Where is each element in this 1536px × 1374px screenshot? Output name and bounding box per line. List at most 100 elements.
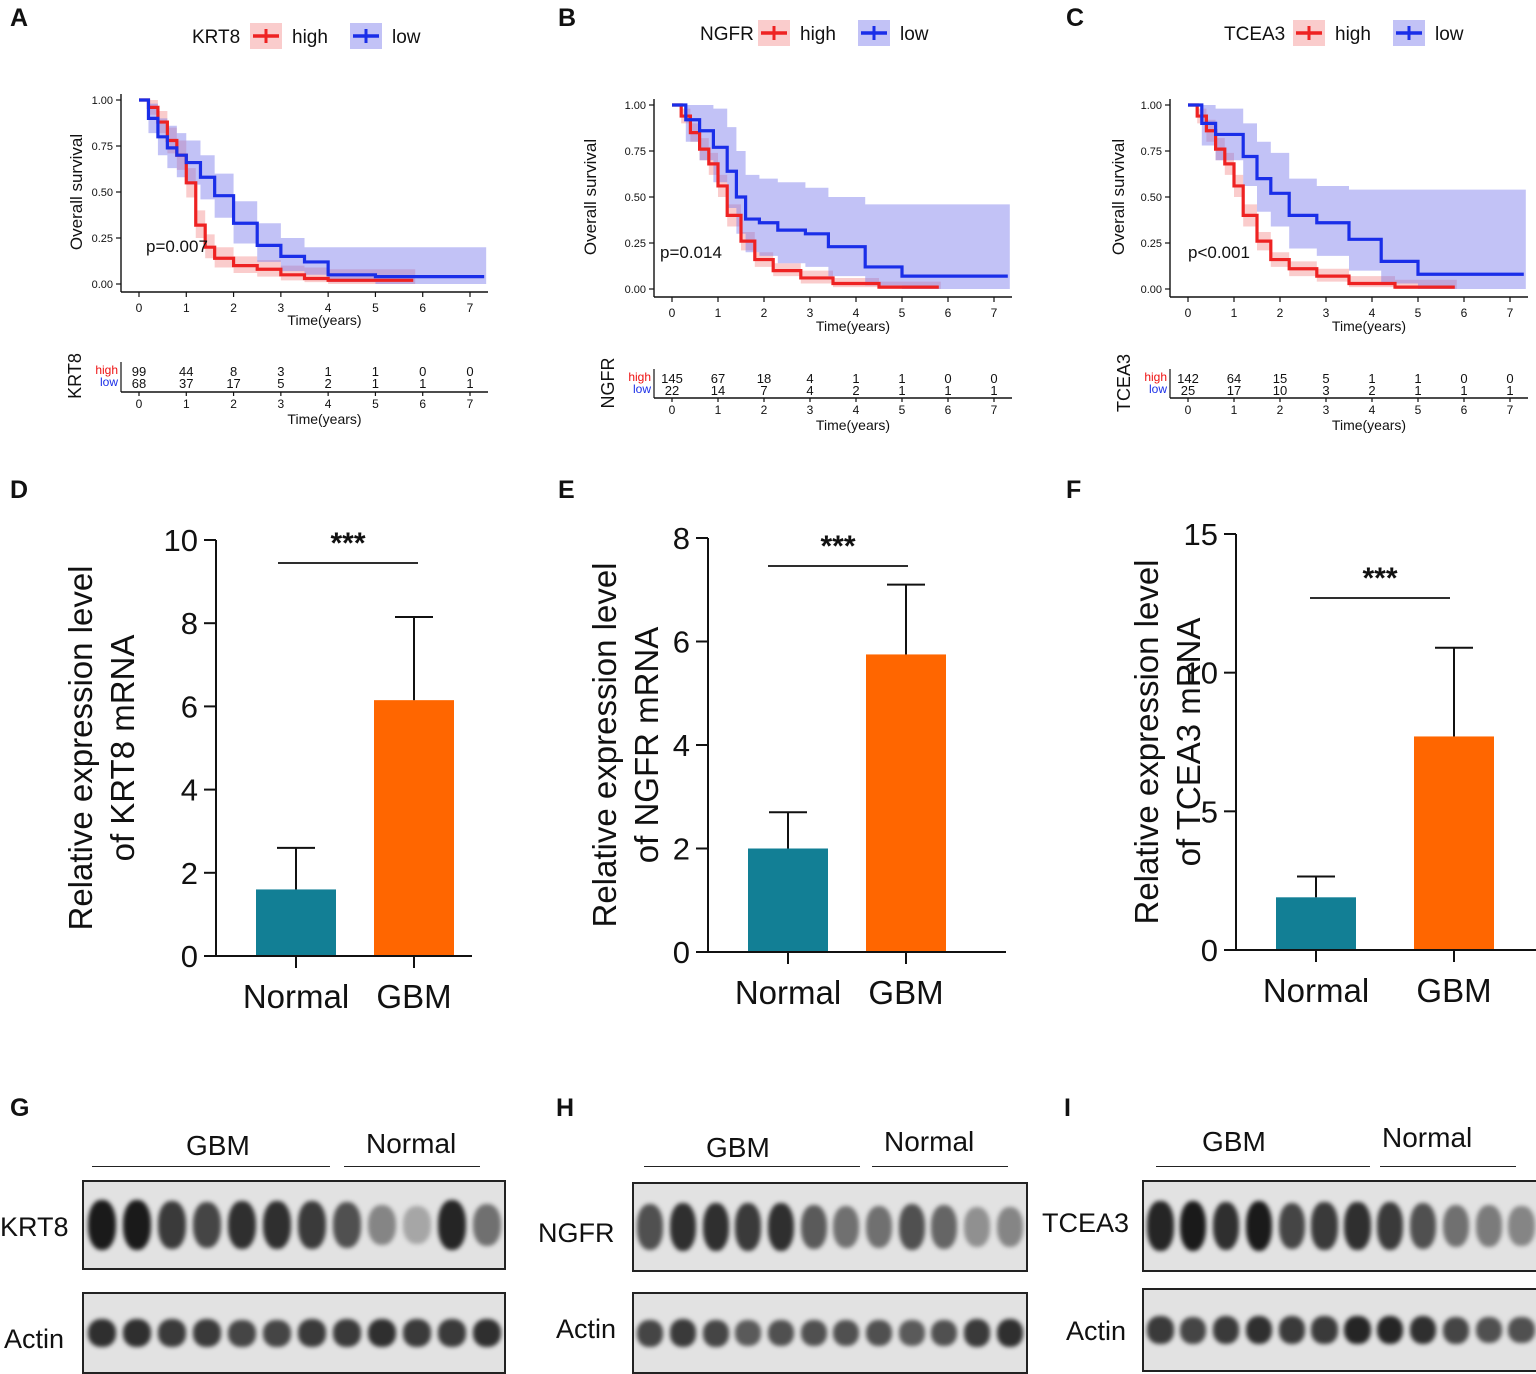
p-value-annotation: p=0.007 <box>146 237 208 256</box>
risk-table-gene-label: TCEA3 <box>1114 354 1134 412</box>
risk-x-tick-label: 4 <box>1369 403 1376 417</box>
y-axis-label-line1: Relative expression level <box>62 565 99 930</box>
blot-band <box>1147 1316 1174 1344</box>
x-tick-label: Normal <box>1263 972 1369 1009</box>
blot-band <box>865 1205 893 1249</box>
risk-count-low: 10 <box>1273 383 1287 398</box>
y-tick-label: 5 <box>1201 794 1218 829</box>
blot-band <box>157 1319 186 1347</box>
panel-letter: G <box>10 1094 30 1122</box>
risk-count-low: 1 <box>419 376 426 391</box>
legend-title: TCEA3 <box>1224 24 1285 45</box>
risk-x-tick-label: 7 <box>467 397 474 411</box>
risk-count-low: 1 <box>944 383 951 398</box>
y-tick-label: 0.25 <box>92 233 113 245</box>
risk-x-axis-label: Time(years) <box>287 411 361 427</box>
blot-band <box>1180 1316 1207 1344</box>
risk-count-low: 1 <box>990 383 997 398</box>
y-tick-label: 0.00 <box>92 279 113 291</box>
bar-gbm <box>1414 736 1494 950</box>
control-blot-strip <box>82 1292 506 1374</box>
western-blot-ngfr: H GBM Normal NGFR Actin <box>512 1080 1028 1374</box>
blot-band <box>669 1202 697 1252</box>
risk-count-low: 22 <box>665 383 679 398</box>
blot-band <box>402 1319 431 1347</box>
blot-band <box>702 1202 729 1252</box>
x-tick-label: Normal <box>735 974 841 1011</box>
x-tick-label: 7 <box>991 306 998 320</box>
risk-count-low: 25 <box>1181 383 1195 398</box>
y-tick-label: 0.00 <box>1141 284 1162 296</box>
significance-stars: *** <box>330 527 365 560</box>
blot-band <box>192 1319 221 1347</box>
panel-letter: B <box>558 4 577 32</box>
bar-gbm <box>866 654 946 952</box>
risk-label-high: high <box>1144 370 1167 384</box>
x-tick-label: Normal <box>243 978 349 1015</box>
group-line-normal <box>1380 1166 1516 1167</box>
survival-curve-high <box>1188 103 1455 289</box>
risk-x-tick-label: 1 <box>183 397 190 411</box>
confidence-band-low <box>672 105 1010 289</box>
y-axis-label: Overall survival <box>581 139 600 255</box>
target-protein-label: NGFR <box>538 1218 615 1248</box>
blot-band <box>931 1205 958 1249</box>
significance-stars: *** <box>820 530 855 563</box>
x-tick-label: 3 <box>807 306 814 320</box>
risk-x-tick-label: 3 <box>278 397 285 411</box>
x-tick-label: 0 <box>669 306 676 320</box>
blot-band <box>367 1204 396 1246</box>
p-value-annotation: p=0.014 <box>660 243 722 262</box>
risk-label-low: low <box>1149 382 1167 396</box>
risk-x-tick-label: 3 <box>1323 403 1330 417</box>
risk-x-tick-label: 5 <box>372 397 379 411</box>
risk-count-high: 1 <box>372 364 379 379</box>
blot-band <box>87 1199 116 1251</box>
blot-band <box>297 1201 326 1249</box>
x-tick-label: 6 <box>945 306 952 320</box>
risk-table-gene-label: KRT8 <box>65 353 85 399</box>
risk-x-tick-label: 0 <box>669 403 676 417</box>
x-tick-label: 6 <box>419 301 426 315</box>
risk-label-low: low <box>100 375 118 389</box>
risk-count-high: 142 <box>1177 371 1199 386</box>
risk-count-high: 145 <box>661 371 683 386</box>
blot-band <box>1442 1204 1470 1248</box>
blot-band <box>87 1318 116 1348</box>
y-tick-label: 1.00 <box>1141 100 1162 112</box>
target-blot-strip <box>82 1180 506 1270</box>
blot-band <box>767 1202 795 1252</box>
bar-chart-tcea3: Relative expression level of TCEA3 mRNA No… <box>1128 517 1536 1009</box>
y-axis-label: Overall survival <box>67 134 86 250</box>
significance-stars: *** <box>1362 562 1397 595</box>
bar-panel-krt8: D Relative expression level of KRT8 mRNA N… <box>0 470 512 1050</box>
y-tick-label: 2 <box>181 856 198 891</box>
risk-count-high: 15 <box>1273 371 1287 386</box>
blot-band <box>402 1206 431 1244</box>
blot-band <box>637 1204 664 1250</box>
bar-chart-krt8: Relative expression level of KRT8 mRNA Nor… <box>62 523 472 1015</box>
y-tick-label: 0.75 <box>625 146 646 158</box>
risk-count-low: 1 <box>1414 383 1421 398</box>
risk-x-axis-label: Time(years) <box>1332 417 1406 433</box>
blot-band <box>1311 1202 1338 1250</box>
blot-band <box>1278 1202 1305 1250</box>
y-tick-label: 1.00 <box>92 95 113 107</box>
risk-count-low: 1 <box>1506 383 1513 398</box>
risk-x-tick-label: 7 <box>1507 403 1514 417</box>
x-tick-label: 2 <box>230 301 237 315</box>
blot-band <box>996 1206 1023 1248</box>
x-tick-label: 5 <box>372 301 379 315</box>
risk-count-high: 64 <box>1227 371 1241 386</box>
y-tick-label: 8 <box>673 521 690 556</box>
risk-count-high: 1 <box>1368 371 1375 386</box>
blot-band <box>735 1320 762 1346</box>
x-tick-label: 1 <box>1231 306 1238 320</box>
p-value-annotation: p<0.001 <box>1188 243 1250 262</box>
km-panel-ngfr: B NGFR high low 0.00 0.25 0.50 0.75 1.00 0 1 2 3 4 5 6… <box>512 0 1024 440</box>
blot-band <box>472 1203 501 1247</box>
blot-band <box>898 1204 925 1250</box>
blot-band <box>227 1319 256 1347</box>
y-axis-label-line2: of TCEA3 mRNA <box>1170 618 1207 867</box>
x-tick-label: 1 <box>183 301 190 315</box>
